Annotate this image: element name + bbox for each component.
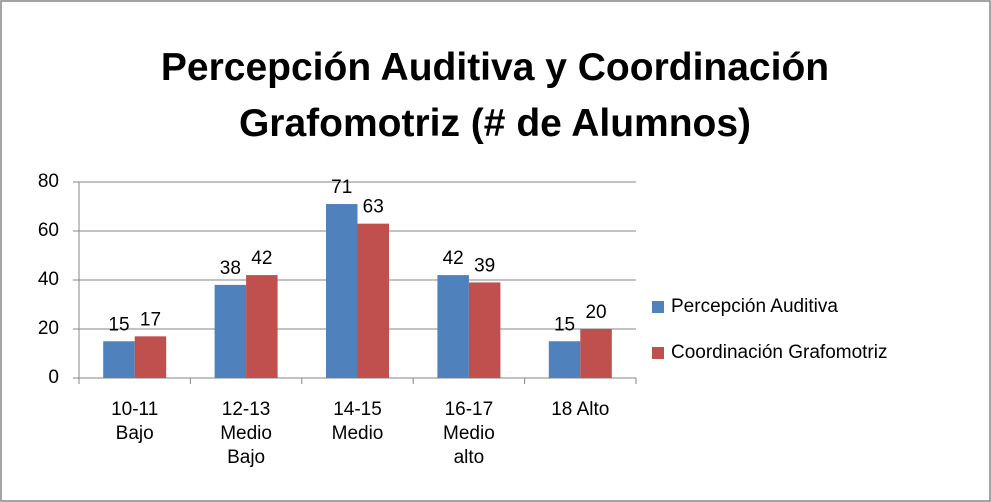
- legend-label: Percepción Auditiva: [671, 296, 838, 317]
- data-label: 38: [220, 258, 241, 279]
- x-tick-label: 16-17 Medio alto: [443, 399, 495, 468]
- y-tick-label: 0: [48, 367, 59, 388]
- y-tick-label: 80: [38, 171, 59, 192]
- y-tick-label: 20: [38, 318, 59, 339]
- data-label: 17: [140, 309, 161, 330]
- bar: [246, 275, 278, 378]
- data-label: 63: [363, 197, 384, 218]
- legend-label: Coordinación Grafomotriz: [671, 342, 887, 363]
- bar: [437, 275, 469, 378]
- data-label: 42: [443, 248, 464, 269]
- bar: [548, 341, 581, 378]
- y-tick-label: 40: [38, 269, 59, 290]
- legend-swatch: [652, 347, 664, 359]
- x-tick-label: 10-11 Bajo: [111, 399, 159, 444]
- data-label: 15: [108, 314, 129, 335]
- chart-title: Percepción Auditiva y Coordinación Grafo…: [160, 46, 830, 145]
- x-tick-label: 12-13 Medio Bajo: [220, 399, 272, 468]
- bar: [134, 336, 167, 378]
- bar: [580, 329, 612, 378]
- bar: [468, 282, 501, 378]
- data-label: 71: [331, 177, 352, 198]
- data-label: 20: [585, 302, 606, 323]
- bar: [326, 204, 358, 378]
- data-label: 39: [474, 255, 495, 276]
- bar: [214, 284, 247, 378]
- y-tick-label: 60: [38, 220, 59, 241]
- x-tick-label: 18 Alto: [551, 399, 610, 420]
- data-label: 42: [251, 248, 272, 269]
- data-label: 15: [554, 314, 575, 335]
- bar: [357, 223, 389, 378]
- x-tick-label: 14-15 Medio: [331, 399, 384, 444]
- legend-swatch: [652, 301, 664, 313]
- bar: [103, 341, 135, 378]
